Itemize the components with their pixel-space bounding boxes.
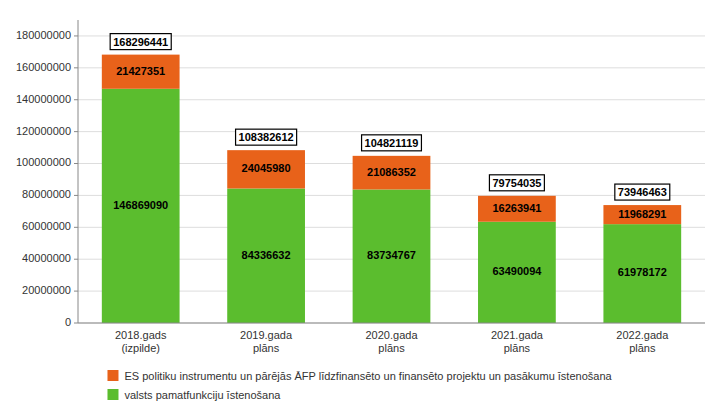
bar-segment: [102, 55, 180, 89]
x-tick-label: 2019.gadaplāns: [240, 329, 293, 354]
y-tick: [74, 323, 78, 324]
x-tick-label-line: plāns: [378, 342, 405, 354]
data-label: 21086352: [367, 166, 416, 178]
total-label: 168296441: [113, 36, 168, 48]
total-label-group: 104821119: [362, 135, 422, 151]
bar-segment: [478, 196, 556, 222]
x-tick-label: 2021.gadaplāns: [491, 329, 544, 354]
y-tick: [74, 131, 78, 132]
chart-container: 0 20000000 40000000 60000000 80000000 1000000…: [0, 0, 720, 418]
x-tick-label: 2020.gadaplāns: [366, 329, 419, 354]
total-label-box: [236, 129, 297, 145]
x-tick-label: 2022.gadaplāns: [616, 329, 669, 354]
legend: ES politiku instrumentu un pārējās ĀFP l…: [107, 370, 612, 401]
x-tick-label-line: 2022.gada: [616, 329, 669, 341]
y-axis-line: [78, 20, 79, 323]
bar-segment: [227, 150, 305, 188]
bar-segment: [227, 189, 305, 323]
y-tick-label: 80000000: [22, 188, 71, 200]
y-tick: [74, 35, 78, 36]
y-tick-label: 100000000: [16, 156, 71, 168]
total-label-box: [110, 34, 171, 50]
y-tick: [74, 259, 78, 260]
y-tick: [74, 227, 78, 228]
data-label: 24045980: [242, 162, 291, 174]
total-label-group: 79754035: [489, 175, 544, 191]
y-tick-label: 0: [65, 316, 71, 328]
bar-segment: [102, 89, 180, 323]
data-label: 21427351: [116, 65, 165, 77]
y-tick: [74, 99, 78, 100]
total-label-box: [489, 175, 544, 191]
bars: [102, 55, 681, 323]
y-tick-label: 160000000: [16, 61, 71, 73]
x-axis-line: [78, 323, 705, 324]
y-tick-label: 120000000: [16, 125, 71, 137]
x-tick-label-line: plāns: [629, 342, 656, 354]
total-label: 104821119: [365, 137, 419, 149]
chart: 0 20000000 40000000 60000000 80000000 1000000…: [0, 0, 720, 418]
y-tick: [74, 291, 78, 292]
y-tick: [74, 195, 78, 196]
grid-line: [78, 35, 705, 36]
total-label: 108382612: [239, 131, 294, 143]
data-label: 11968291: [618, 208, 666, 220]
bar-segment: [603, 205, 681, 224]
total-label-box: [615, 184, 670, 200]
x-tick-label: 2018.gads(izpilde): [115, 329, 167, 354]
data-label: 63490094: [492, 265, 542, 277]
total-label-group: 168296441: [110, 34, 171, 50]
grid: [78, 36, 705, 323]
total-label: 73946463: [618, 186, 667, 198]
total-label: 79754035: [492, 177, 541, 189]
x-axis: 2018.gads(izpilde)2019.gadaplāns2020.gad…: [78, 323, 705, 354]
y-tick-label: 140000000: [16, 93, 71, 105]
x-tick-label-line: 2018.gads: [115, 329, 167, 341]
legend-swatch: [107, 370, 118, 381]
data-label: 146869090: [113, 199, 168, 211]
y-tick-label: 180000000: [16, 29, 71, 41]
data-label: 16263941: [492, 202, 541, 214]
bar-segment: [478, 222, 556, 323]
x-tick-label-line: 2019.gada: [240, 329, 293, 341]
x-tick-label-line: (izpilde): [121, 342, 160, 354]
y-axis: 0 20000000 40000000 60000000 80000000 1000000…: [16, 20, 78, 328]
total-label-box: [362, 135, 422, 151]
data-label: 83734767: [367, 249, 416, 261]
x-tick-label-line: plāns: [504, 342, 531, 354]
x-tick-label-line: 2020.gada: [366, 329, 419, 341]
legend-swatch: [107, 389, 118, 400]
total-label-group: 108382612: [236, 129, 297, 145]
total-labels: 168296441 108382612 104821119 79754035 73946…: [110, 34, 670, 200]
y-tick: [74, 163, 78, 164]
bar-segment: [353, 156, 431, 190]
grid-line: [78, 323, 705, 324]
y-tick-label: 60000000: [22, 220, 71, 232]
y-tick: [74, 67, 78, 68]
data-label: 84336632: [242, 249, 291, 261]
y-tick-label: 40000000: [22, 252, 71, 264]
y-tick-label: 20000000: [22, 284, 71, 296]
data-label: 61978172: [618, 266, 667, 278]
total-label-group: 73946463: [615, 184, 670, 200]
x-tick-label-line: 2021.gada: [491, 329, 544, 341]
x-tick-label-line: plāns: [253, 342, 280, 354]
data-labels: 146869090 84336632 83734767 63490094 6197817…: [113, 65, 667, 279]
bar-segment: [603, 224, 681, 323]
legend-entry: ES politiku instrumentu un pārējās ĀFP l…: [124, 370, 612, 382]
bar-segment: [353, 189, 431, 323]
legend-entry: valsts pamatfunkciju īstenošana: [124, 389, 281, 401]
